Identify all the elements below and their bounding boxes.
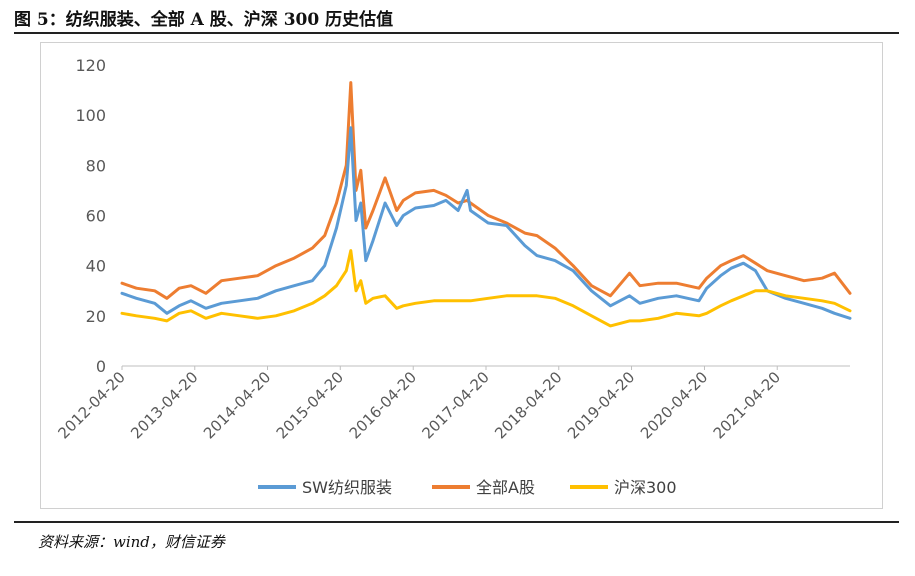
x-tick-label: 2019-04-20 (564, 368, 638, 442)
x-axis: 2012-04-202013-04-202014-04-202015-04-20… (54, 365, 850, 442)
y-tick-label: 120 (75, 56, 106, 75)
series-lines (120, 81, 852, 328)
y-axis: 0 20 40 60 80 100 120 (75, 56, 106, 376)
chart-panel (40, 42, 883, 509)
legend: SW纺织服装 全部A股 沪深300 (258, 478, 677, 497)
y-tick-label: 40 (86, 257, 106, 276)
series-line-1 (120, 81, 852, 300)
x-tick-label: 2021-04-20 (710, 368, 784, 442)
legend-label-2: 沪深300 (614, 478, 677, 497)
figure-title: 图 5：纺织服装、全部 A 股、沪深 300 历史估值 (14, 10, 394, 30)
x-tick-label: 2012-04-20 (54, 368, 128, 442)
x-tick-label: 2014-04-20 (200, 368, 274, 442)
y-tick-label: 100 (75, 106, 106, 125)
y-tick-label: 20 (86, 307, 106, 326)
bottom-rule (14, 521, 899, 523)
source-note: 资料来源：wind，财信证券 (38, 533, 225, 551)
y-tick-label: 60 (86, 207, 106, 226)
legend-label-0: SW纺织服装 (302, 478, 392, 497)
x-tick-label: 2018-04-20 (491, 368, 565, 442)
x-tick-label: 2020-04-20 (637, 368, 711, 442)
series-line-2 (120, 249, 852, 328)
x-tick-label: 2017-04-20 (418, 368, 492, 442)
x-tick-label: 2016-04-20 (346, 368, 420, 442)
y-tick-label: 80 (86, 156, 106, 175)
y-tick-label: 0 (96, 357, 106, 376)
x-tick-label: 2013-04-20 (127, 368, 201, 442)
legend-label-1: 全部A股 (476, 478, 535, 497)
series-line-0 (120, 126, 852, 320)
x-tick-label: 2015-04-20 (273, 368, 347, 442)
top-rule (14, 32, 899, 34)
